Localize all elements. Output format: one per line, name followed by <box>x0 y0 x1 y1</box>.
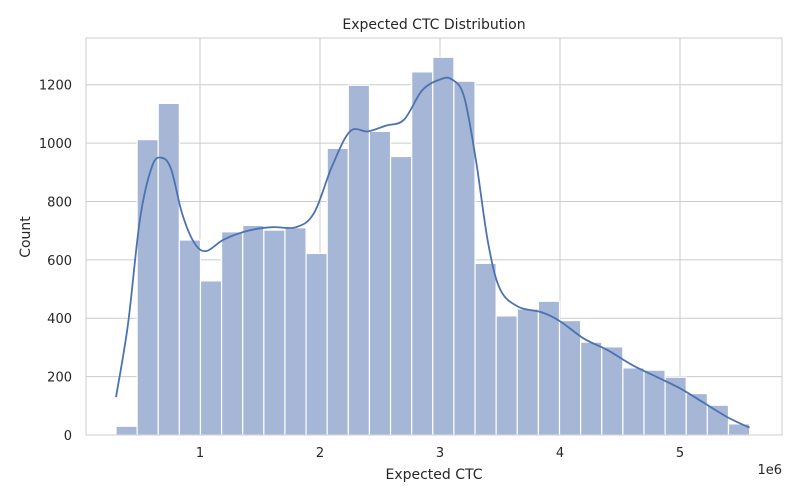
histogram-bar <box>284 227 307 436</box>
plot-frame <box>85 37 783 436</box>
x-tick-label: 1 <box>196 446 204 461</box>
histogram-bar <box>221 231 244 436</box>
histogram-bar <box>157 102 180 436</box>
histogram-bar <box>305 252 328 436</box>
x-axis-offset-label: 1e6 <box>757 463 782 478</box>
histogram-bar <box>178 239 202 436</box>
y-tick-label: 400 <box>47 312 72 327</box>
histogram-bar <box>411 71 434 436</box>
chart-title: Expected CTC Distribution <box>342 17 525 33</box>
histogram-bar <box>622 367 645 436</box>
histogram-bar <box>242 224 265 436</box>
x-tick-label: 2 <box>316 446 324 461</box>
histogram-bar <box>368 130 392 436</box>
histogram-bar <box>537 300 561 436</box>
histogram-bar <box>199 280 223 436</box>
histogram-bar <box>580 341 603 436</box>
y-axis-label: Count <box>18 216 34 258</box>
histogram-bar <box>115 425 138 436</box>
histogram-bar <box>263 229 286 436</box>
x-tick-label: 5 <box>676 446 684 461</box>
histogram-bar <box>495 315 518 436</box>
histogram-bar <box>432 56 455 436</box>
x-tick-label: 3 <box>436 446 444 461</box>
kde-density-line <box>115 76 750 429</box>
y-tick-label: 600 <box>47 254 72 269</box>
histogram-bar <box>326 147 349 436</box>
histogram-bar <box>601 346 624 436</box>
histogram-bar <box>474 262 497 436</box>
histogram-bar <box>706 404 730 436</box>
y-tick-label: 1000 <box>39 137 72 152</box>
histogram-bar <box>685 392 708 436</box>
histogram-bar <box>389 155 413 436</box>
histogram-bar <box>347 84 371 436</box>
y-tick-label: 800 <box>47 195 72 210</box>
histogram-bar <box>558 319 582 436</box>
x-axis-label: Expected CTC <box>385 467 482 483</box>
y-tick-label: 1200 <box>39 79 72 94</box>
y-axis-ticks: 0 200 400 600 800 1000 1200 <box>39 79 72 444</box>
y-tick-label: 200 <box>47 371 72 386</box>
x-axis-ticks: 1 2 3 4 5 <box>196 446 684 461</box>
x-tick-label: 4 <box>556 446 564 461</box>
y-tick-label: 0 <box>64 429 72 444</box>
histogram-bar <box>516 308 540 436</box>
histogram-bars <box>115 56 751 436</box>
